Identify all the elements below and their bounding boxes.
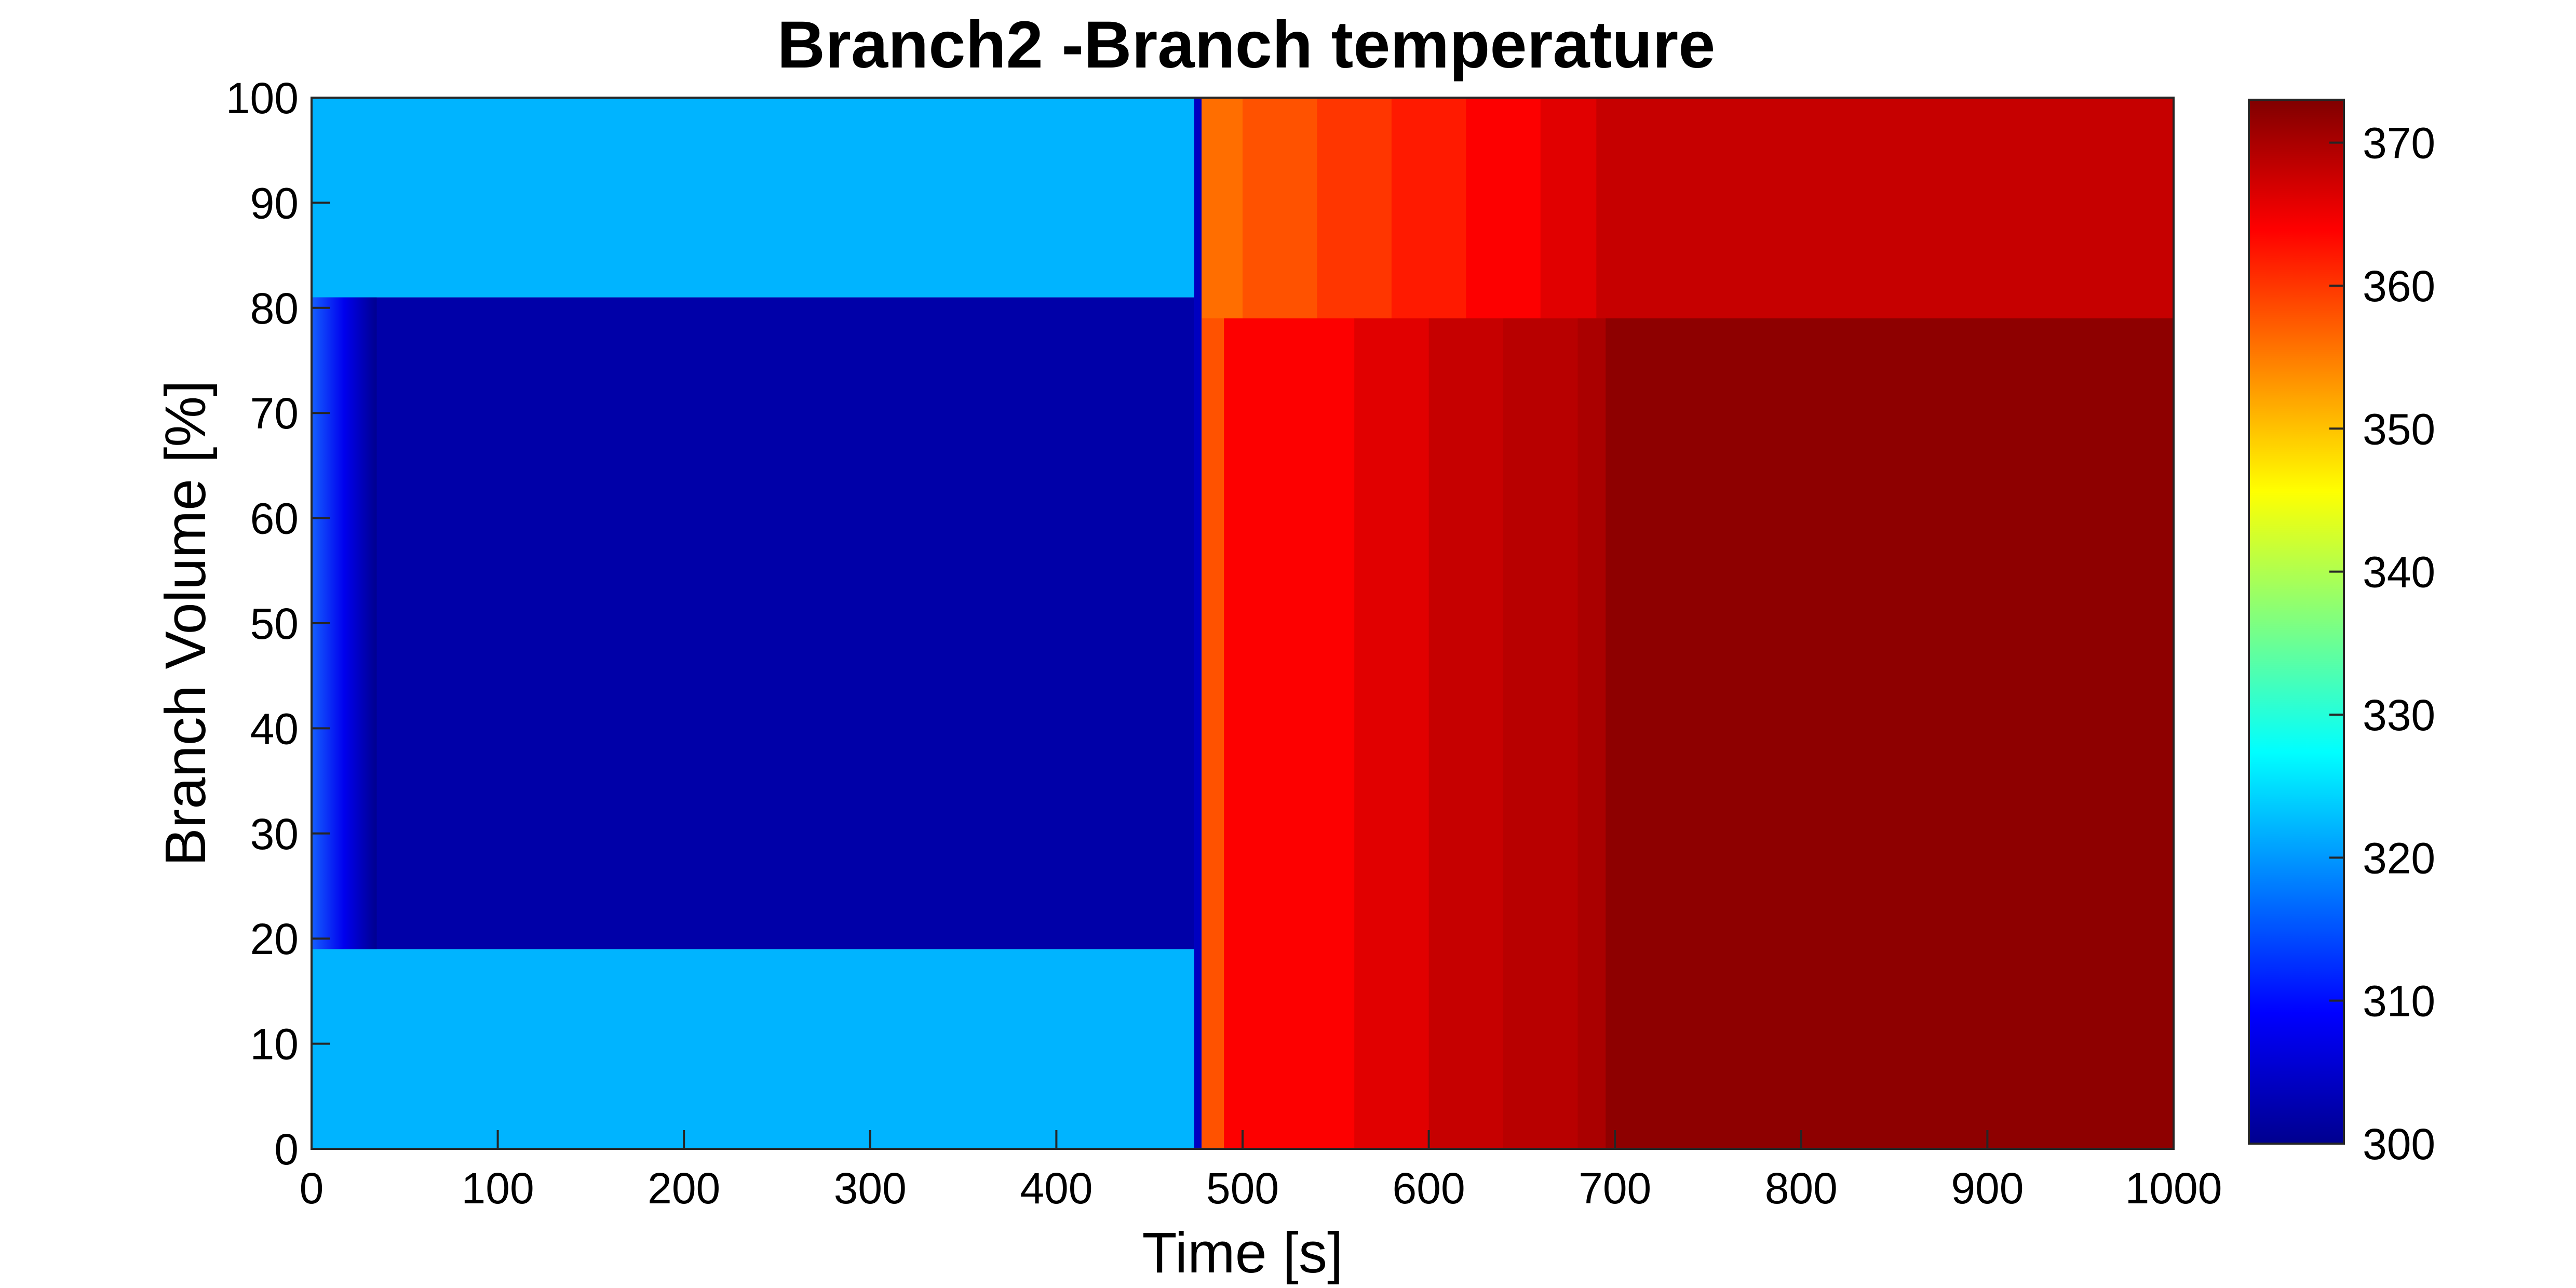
- x-tick-label: 500: [1206, 1164, 1279, 1213]
- x-tick-label: 600: [1393, 1164, 1465, 1213]
- x-tick-label: 1000: [2125, 1164, 2222, 1213]
- x-tick-label: 300: [834, 1164, 907, 1213]
- colorbar-tick-label: 310: [2363, 977, 2435, 1026]
- x-tick-label: 700: [1579, 1164, 1651, 1213]
- x-tick-label: 0: [300, 1164, 324, 1213]
- y-tick-label: 30: [250, 810, 299, 858]
- y-tick-label: 20: [250, 915, 299, 963]
- heatmap-region-3: [1194, 98, 1202, 1149]
- y-tick-label: 40: [250, 704, 299, 753]
- heatmap-upper-column: [1466, 98, 1541, 319]
- x-tick-label: 800: [1765, 1164, 1838, 1213]
- x-tick-label: 100: [462, 1164, 534, 1213]
- heatmap-upper-column: [1391, 98, 1467, 319]
- colorbar-tick-label: 360: [2363, 262, 2435, 311]
- y-tick-label: 60: [250, 494, 299, 543]
- y-tick-label: 10: [250, 1020, 299, 1069]
- heatmap-upper-column: [1540, 98, 1597, 319]
- colorbar: 300 310 320 330 340 350 360 370: [2248, 99, 2435, 1169]
- y-tick-label: 50: [250, 599, 299, 648]
- colorbar-gradient: [2248, 99, 2345, 1145]
- x-tick-label: 400: [1020, 1164, 1093, 1213]
- colorbar-tick-label: 320: [2363, 834, 2435, 882]
- y-tick-label: 0: [274, 1125, 299, 1174]
- colorbar-tick-label: 330: [2363, 691, 2435, 740]
- heatmap-upper-column: [1202, 98, 1243, 319]
- heatmap-upper-column: [1596, 98, 2174, 319]
- x-axis: 0 100 200 300 400 500 600 700 800 900 1000: [300, 1130, 2222, 1213]
- colorbar-tick-label: 350: [2363, 405, 2435, 453]
- heatmap-upper-column: [1317, 98, 1392, 319]
- heatmap-plot-area: [312, 98, 2174, 1149]
- x-axis-label: Time [s]: [1142, 1221, 1343, 1285]
- colorbar-tick-label: 370: [2363, 119, 2435, 168]
- y-axis-label: Branch Volume [%]: [154, 380, 218, 866]
- y-axis: 0 10 20 30 40 50 60 70 80 90 100: [226, 74, 330, 1174]
- y-tick-label: 100: [226, 74, 299, 123]
- x-tick-label: 200: [648, 1164, 720, 1213]
- colorbar-tick-label: 340: [2363, 548, 2435, 597]
- heatmap-region-1: [312, 98, 1194, 298]
- chart-title: Branch2 -Branch temperature: [777, 8, 1716, 82]
- colorbar-ticks: 300 310 320 330 340 350 360 370: [2329, 119, 2435, 1169]
- y-tick-label: 90: [250, 179, 299, 227]
- heatmap-region-0: [312, 949, 1194, 1149]
- y-tick-label: 70: [250, 389, 299, 438]
- y-tick-label: 80: [250, 284, 299, 333]
- x-tick-label: 900: [1951, 1164, 2024, 1213]
- heatmap-region-2: [312, 297, 1194, 949]
- colorbar-tick-label: 300: [2363, 1120, 2435, 1169]
- heatmap-upper-column: [1243, 98, 1318, 319]
